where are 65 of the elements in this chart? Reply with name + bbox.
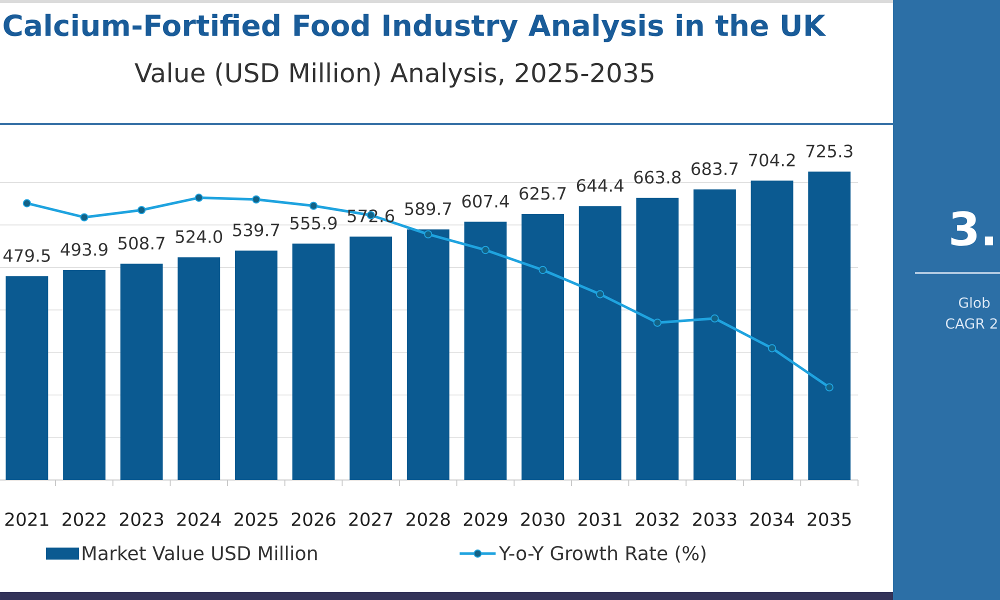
point (252, 195, 260, 204)
bar (464, 222, 507, 480)
x-tick-label: 2021 (5, 512, 48, 526)
data-label: 607.4 (462, 194, 509, 208)
x-tick-label: 2025 (234, 512, 278, 526)
data-label: 479.5 (3, 249, 50, 262)
x-tick-label: 2027 (349, 512, 392, 526)
bar (120, 264, 163, 480)
bar (636, 198, 679, 480)
x-tick-label: 2029 (464, 512, 508, 526)
x-tick-label: 2035 (808, 512, 851, 526)
x-tick-label: 2024 (177, 512, 221, 526)
legend-label: Market Value USD Million (82, 546, 317, 560)
data-label: 493.9 (60, 242, 108, 256)
legend-label: Y-o-Y Growth Rate (%) (498, 546, 706, 563)
data-label: 555.9 (290, 216, 337, 230)
data-label: 539.7 (233, 224, 280, 236)
data-label: 663.8 (634, 170, 681, 184)
point (309, 202, 318, 210)
chart-subtitle: Value (USD Million) Analysis, 2025-2035 (134, 62, 654, 88)
text: 3. (951, 211, 994, 246)
x-tick-label: 2032 (636, 512, 678, 526)
data-label: 704.2 (749, 154, 795, 166)
bar (694, 189, 736, 480)
point (137, 206, 146, 214)
point (80, 213, 88, 222)
data-label: 725.3 (806, 144, 852, 158)
bar (406, 229, 450, 480)
x-tick-label: 2031 (578, 512, 622, 526)
text: Glob (958, 297, 990, 308)
x-tick-label: 2022 (62, 512, 106, 526)
data-label: 683.7 (692, 162, 738, 176)
bar (522, 214, 564, 480)
point (22, 199, 32, 208)
point (710, 314, 719, 323)
x-tick-label: 2026 (292, 512, 336, 526)
x-tick-label: 2023 (120, 512, 164, 526)
data-label: 589.7 (405, 202, 452, 216)
point (653, 318, 662, 327)
data-label: 524.0 (176, 230, 222, 244)
data-label: 644.4 (576, 179, 624, 192)
bar (350, 236, 392, 480)
point (194, 194, 203, 202)
bar (292, 244, 335, 480)
data-label: 625.7 (520, 186, 566, 200)
bar (6, 276, 48, 480)
x-tick-label: 2033 (693, 512, 736, 526)
bar (750, 180, 794, 480)
point (538, 266, 547, 274)
text: CAGR 2 (946, 318, 997, 329)
x-tick-label: 2030 (521, 512, 564, 526)
bar (234, 250, 278, 480)
bar (578, 206, 622, 480)
bar (178, 257, 220, 480)
bar (63, 270, 106, 480)
chart-title: Calcium-Fortified Food Industry Analysis in the UK (4, 14, 826, 42)
bar (808, 172, 851, 480)
point (825, 383, 834, 392)
x-tick-label: 2034 (750, 512, 794, 526)
point (768, 344, 776, 352)
x-tick-label: 2028 (406, 512, 450, 526)
point (424, 230, 432, 238)
point (481, 246, 490, 254)
point (596, 290, 604, 298)
data-label: 508.7 (118, 236, 164, 250)
